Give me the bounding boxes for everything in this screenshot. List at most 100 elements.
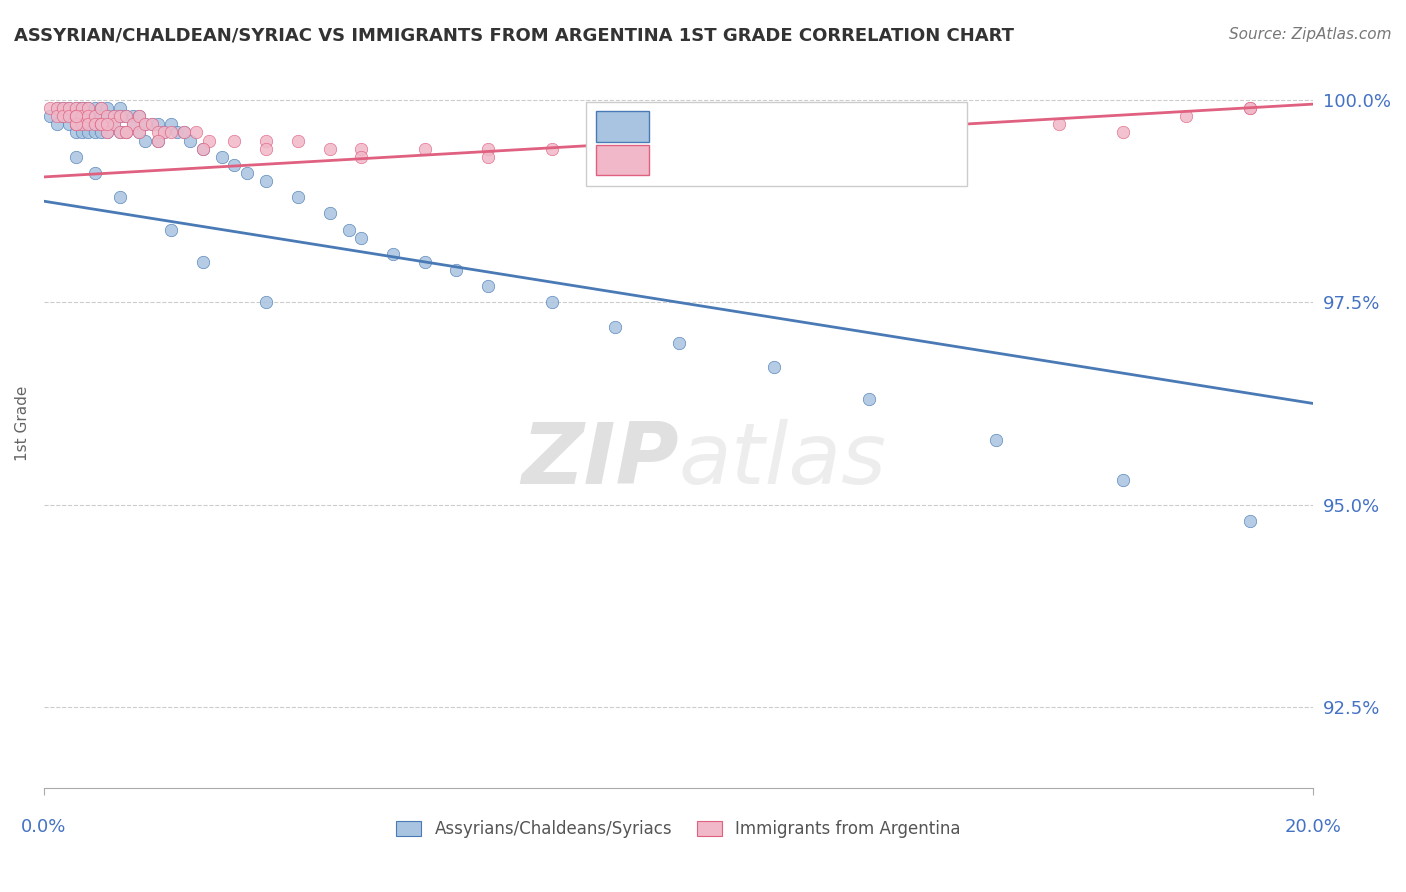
Point xyxy=(83,117,105,131)
Point xyxy=(350,150,373,164)
Text: R =  0.284    N =  68: R = 0.284 N = 68 xyxy=(662,151,890,169)
Point xyxy=(103,117,125,131)
Point xyxy=(141,117,163,131)
Point xyxy=(153,125,176,139)
Point xyxy=(350,142,373,156)
Text: R = -0.295    N =  81: R = -0.295 N = 81 xyxy=(662,118,890,136)
Point xyxy=(211,150,233,164)
Point xyxy=(159,222,181,236)
Point xyxy=(1047,117,1070,131)
Point xyxy=(45,101,67,115)
Point xyxy=(45,117,67,131)
Point xyxy=(58,101,80,115)
Point xyxy=(108,109,131,123)
Point xyxy=(90,101,112,115)
Point xyxy=(477,279,499,293)
Point xyxy=(65,101,87,115)
Point xyxy=(70,109,93,123)
Point xyxy=(103,109,125,123)
Point xyxy=(90,117,112,131)
Point xyxy=(540,142,562,156)
Point xyxy=(77,117,100,131)
Point xyxy=(70,101,93,115)
Point xyxy=(921,142,943,156)
Point xyxy=(159,125,181,139)
Point xyxy=(668,335,690,350)
Point xyxy=(108,109,131,123)
FancyBboxPatch shape xyxy=(586,102,967,186)
Point xyxy=(65,101,87,115)
Point xyxy=(1239,101,1261,115)
Point xyxy=(128,125,150,139)
Point xyxy=(52,101,75,115)
Point xyxy=(65,109,87,123)
Point xyxy=(318,206,340,220)
Point xyxy=(413,255,436,269)
Point xyxy=(65,109,87,123)
Point xyxy=(77,109,100,123)
Text: Source: ZipAtlas.com: Source: ZipAtlas.com xyxy=(1229,27,1392,42)
Point xyxy=(52,109,75,123)
Point xyxy=(65,117,87,131)
Point xyxy=(77,101,100,115)
Point xyxy=(173,125,195,139)
Point xyxy=(52,109,75,123)
Point xyxy=(121,117,143,131)
Point xyxy=(540,295,562,310)
Point xyxy=(90,117,112,131)
Text: ASSYRIAN/CHALDEAN/SYRIAC VS IMMIGRANTS FROM ARGENTINA 1ST GRADE CORRELATION CHAR: ASSYRIAN/CHALDEAN/SYRIAC VS IMMIGRANTS F… xyxy=(14,27,1014,45)
Point xyxy=(77,117,100,131)
Point xyxy=(90,101,112,115)
Point xyxy=(83,101,105,115)
Point xyxy=(115,125,138,139)
Y-axis label: 1st Grade: 1st Grade xyxy=(15,386,30,461)
Point xyxy=(96,125,118,139)
Point xyxy=(668,142,690,156)
Text: atlas: atlas xyxy=(679,418,887,501)
Point xyxy=(191,142,214,156)
Point xyxy=(52,101,75,115)
Point xyxy=(146,125,169,139)
Point xyxy=(108,190,131,204)
Point xyxy=(1175,109,1198,123)
Point xyxy=(65,125,87,139)
Point xyxy=(603,142,626,156)
Point xyxy=(254,174,277,188)
Point xyxy=(858,392,880,407)
Point xyxy=(1239,514,1261,528)
Point xyxy=(115,125,138,139)
Point xyxy=(984,433,1007,447)
Point xyxy=(337,222,360,236)
Point xyxy=(381,247,404,261)
Point xyxy=(921,125,943,139)
Text: ZIP: ZIP xyxy=(522,418,679,501)
Point xyxy=(128,109,150,123)
Point xyxy=(96,109,118,123)
Point xyxy=(1112,125,1135,139)
Point xyxy=(477,142,499,156)
Point xyxy=(134,117,156,131)
Point xyxy=(90,125,112,139)
Point xyxy=(224,134,246,148)
Point xyxy=(70,109,93,123)
Point xyxy=(236,166,259,180)
Point xyxy=(318,142,340,156)
Point xyxy=(153,125,176,139)
FancyBboxPatch shape xyxy=(596,112,650,142)
Point xyxy=(65,109,87,123)
Text: 20.0%: 20.0% xyxy=(1285,818,1341,837)
Point xyxy=(77,109,100,123)
Point xyxy=(39,101,62,115)
Point xyxy=(103,117,125,131)
Point xyxy=(83,109,105,123)
Point xyxy=(115,109,138,123)
Point xyxy=(166,125,188,139)
Point xyxy=(115,109,138,123)
Point xyxy=(96,109,118,123)
Point xyxy=(1112,474,1135,488)
Point xyxy=(108,101,131,115)
Point xyxy=(159,117,181,131)
Point xyxy=(70,109,93,123)
Point xyxy=(254,295,277,310)
Point xyxy=(65,117,87,131)
